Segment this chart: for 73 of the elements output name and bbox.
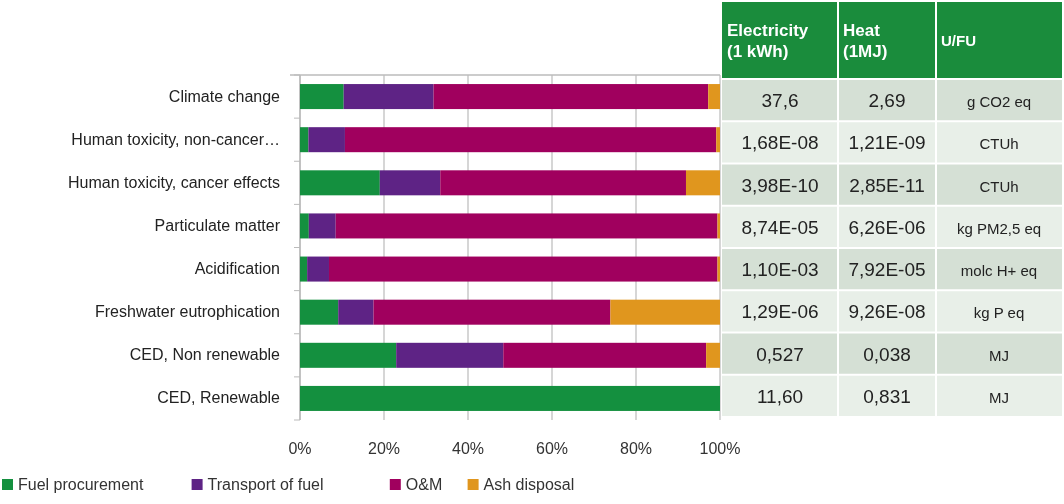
- bar: [308, 213, 336, 239]
- y-tick-label: CED, Non renewable: [129, 346, 281, 364]
- y-tick-label: Acidification: [194, 260, 280, 278]
- bar: [503, 342, 707, 368]
- x-tick-label: 20%: [367, 440, 401, 457]
- text: g CO2 eq: [966, 93, 1032, 111]
- text: 9,26E-08: [848, 301, 926, 323]
- bar: [300, 127, 309, 153]
- y-tick-label: Freshwater eutrophication: [95, 303, 280, 321]
- text: 6,26E-06: [848, 216, 926, 238]
- text: U/FU: [941, 32, 976, 49]
- text: 2,69: [868, 90, 906, 112]
- text: 3,98E-10: [741, 174, 819, 196]
- bar: [308, 127, 345, 153]
- text: CTUh: [979, 177, 1019, 195]
- bar: [335, 213, 718, 239]
- bar: [300, 256, 308, 282]
- bar: [344, 127, 717, 153]
- text: 1,68E-08: [741, 132, 819, 154]
- y-tick-label: Human toxicity, cancer effects: [68, 173, 280, 191]
- text: 1,21E-09: [848, 132, 926, 154]
- bar: [717, 213, 720, 239]
- text: Electricity (1 kWh): [727, 21, 809, 61]
- text: molc H+ eq: [960, 262, 1038, 280]
- y-tick-label: CED, Renewable: [157, 389, 281, 407]
- bar: [300, 213, 309, 239]
- text: 0,831: [863, 385, 911, 407]
- text: 0,038: [863, 343, 911, 365]
- bar: [716, 127, 720, 153]
- bar: [433, 84, 709, 110]
- text: CTUh: [979, 135, 1019, 153]
- bar: [300, 342, 397, 368]
- x-tick-label: 80%: [619, 440, 653, 457]
- x-tick-label: 0%: [288, 440, 312, 457]
- bar: [379, 170, 441, 196]
- bar: [343, 84, 434, 110]
- bar: [440, 170, 686, 196]
- text: MJ: [989, 388, 1009, 406]
- bar: [338, 299, 374, 325]
- bar: [307, 256, 329, 282]
- x-tick-label: 100%: [699, 440, 741, 457]
- bar: [300, 170, 380, 196]
- bar: [717, 256, 720, 282]
- legend-label: Ash disposal: [483, 476, 575, 493]
- text: MJ: [989, 346, 1009, 364]
- bar: [300, 84, 344, 110]
- bar: [610, 299, 720, 325]
- bar: [300, 299, 339, 325]
- text: Heat (1MJ): [843, 21, 888, 61]
- y-tick-label: Human toxicity, non-cancer…: [71, 130, 280, 148]
- bar: [706, 342, 720, 368]
- bar: [328, 256, 718, 282]
- text: 11,60: [756, 385, 804, 407]
- bar: [396, 342, 504, 368]
- x-tick-label: 60%: [535, 440, 569, 457]
- y-tick-label: Particulate matter: [154, 216, 281, 234]
- legend-label: O&M: [405, 476, 443, 493]
- text: kg PM2,5 eq: [956, 219, 1042, 237]
- x-tick-label: 40%: [451, 440, 485, 457]
- text: 1,10E-03: [741, 259, 819, 281]
- bar: [708, 84, 720, 110]
- y-tick-label: Climate change: [168, 87, 281, 105]
- text: 0,527: [756, 343, 804, 365]
- text: 2,85E-11: [849, 174, 925, 196]
- bar: [685, 170, 720, 196]
- text: 37,6: [761, 90, 799, 112]
- text: 8,74E-05: [741, 216, 819, 238]
- bar: [373, 299, 611, 325]
- legend-label: Transport of fuel: [207, 476, 324, 493]
- text: 1,29E-06: [741, 301, 819, 323]
- text: 7,92E-05: [848, 259, 926, 281]
- legend-label: Fuel procurement: [18, 476, 144, 493]
- text: kg P eq: [973, 304, 1025, 322]
